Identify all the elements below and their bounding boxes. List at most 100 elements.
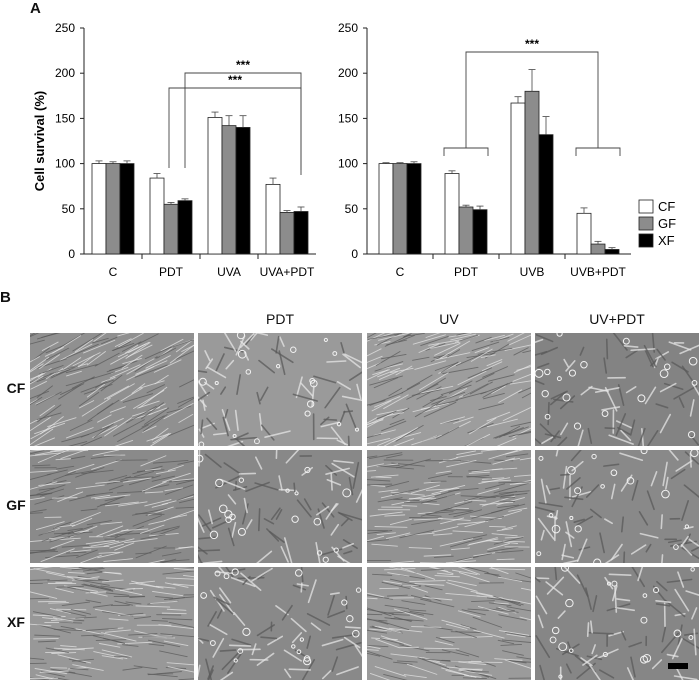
cell-stroke <box>235 335 246 356</box>
cell-stroke <box>100 374 123 392</box>
rounded-cell <box>336 421 342 427</box>
rounded-cell <box>535 368 544 378</box>
cell-stroke <box>220 386 227 395</box>
cell-stroke <box>324 386 341 409</box>
cell-stroke <box>491 533 518 537</box>
cell-stroke <box>535 576 541 583</box>
cell-stroke <box>37 450 70 463</box>
cell-stroke <box>41 341 59 351</box>
cell-stroke <box>80 508 98 512</box>
cell-stroke <box>320 416 330 426</box>
cell-stroke <box>423 481 441 484</box>
cell-stroke <box>353 643 362 658</box>
cell-stroke <box>497 504 520 509</box>
cell-stroke <box>290 617 307 633</box>
micrograph-gf-uv-pdt <box>535 450 699 563</box>
cell-stroke <box>69 549 92 553</box>
cell-stroke <box>367 419 384 425</box>
scale-bar <box>668 663 688 669</box>
cell-stroke <box>453 416 474 424</box>
cell-stroke <box>430 354 446 363</box>
cell-stroke <box>457 370 487 386</box>
cell-stroke <box>227 651 243 674</box>
cell-stroke <box>55 458 72 461</box>
cell-stroke <box>604 518 613 525</box>
rounded-cell <box>602 651 608 658</box>
cell-stroke <box>108 475 128 481</box>
cell-stroke <box>665 476 669 490</box>
cell-stroke <box>367 645 381 650</box>
cell-stroke <box>152 459 189 464</box>
cell-stroke <box>495 550 524 554</box>
micrograph-xf-uv <box>367 567 531 680</box>
cell-stroke <box>367 455 378 458</box>
cell-stroke <box>615 420 633 429</box>
cell-stroke <box>85 599 102 604</box>
cell-stroke <box>659 413 672 434</box>
rounded-cell <box>198 441 205 446</box>
cell-stroke <box>428 338 463 346</box>
cell-stroke <box>216 608 223 619</box>
cell-stroke <box>101 579 124 583</box>
cell-stroke <box>367 333 386 342</box>
cell-stroke <box>439 538 474 547</box>
cell-stroke <box>367 619 388 622</box>
cell-stroke <box>208 623 228 636</box>
cell-stroke <box>412 334 446 345</box>
cell-stroke <box>140 524 165 534</box>
cell-stroke <box>378 620 410 631</box>
cell-stroke <box>376 532 396 535</box>
cell-stroke <box>167 666 194 673</box>
cell-stroke <box>522 350 531 354</box>
chart-legend: CF GF XF <box>638 199 676 248</box>
cell-stroke <box>559 395 576 410</box>
cell-stroke <box>122 358 142 365</box>
cell-stroke <box>663 382 684 391</box>
cell-stroke <box>51 497 78 499</box>
cell-stroke <box>638 511 649 526</box>
cell-stroke <box>56 585 84 588</box>
cell-stroke <box>386 454 403 459</box>
cell-stroke <box>496 437 517 446</box>
cell-stroke <box>396 458 431 469</box>
cell-stroke <box>198 546 208 555</box>
cell-stroke <box>393 498 422 502</box>
y-tick-label: 150 <box>338 111 358 125</box>
bar-cf <box>510 102 526 255</box>
cell-stroke <box>70 608 92 615</box>
cell-stroke <box>335 642 362 651</box>
rounded-cell <box>355 587 362 593</box>
rounded-cell <box>640 616 648 624</box>
cell-stroke <box>135 605 171 608</box>
x-tick-label: C <box>396 265 405 279</box>
cell-stroke <box>655 403 669 409</box>
cell-stroke <box>487 546 519 553</box>
cell-stroke <box>656 348 666 361</box>
cell-stroke <box>555 509 559 521</box>
cell-stroke <box>342 543 355 549</box>
cell-stroke <box>418 343 440 353</box>
cell-stroke <box>510 421 531 427</box>
cell-stroke <box>389 418 405 426</box>
cell-stroke <box>440 384 472 396</box>
cell-stroke <box>623 345 639 348</box>
x-tick-label: UVA+PDT <box>260 265 315 279</box>
significance-label: *** <box>525 37 539 51</box>
cell-stroke <box>371 543 398 547</box>
cell-stroke <box>490 337 510 343</box>
rounded-cell <box>254 438 260 445</box>
chart-2: 0 50 100 150 200 250 C PDT UVB UVB+PDT *** <box>338 21 631 279</box>
cell-stroke <box>71 567 104 571</box>
cell-stroke <box>75 616 97 619</box>
cell-stroke <box>219 587 232 604</box>
cell-stroke <box>449 507 469 510</box>
micrograph-xf-pdt <box>198 567 362 680</box>
cell-stroke <box>378 489 399 493</box>
cell-stroke <box>448 488 479 492</box>
cell-stroke <box>519 616 531 621</box>
cell-stroke <box>620 429 632 442</box>
cell-stroke <box>482 366 508 378</box>
cell-stroke <box>321 502 335 518</box>
cell-stroke <box>564 496 584 501</box>
cell-stroke <box>48 602 69 604</box>
